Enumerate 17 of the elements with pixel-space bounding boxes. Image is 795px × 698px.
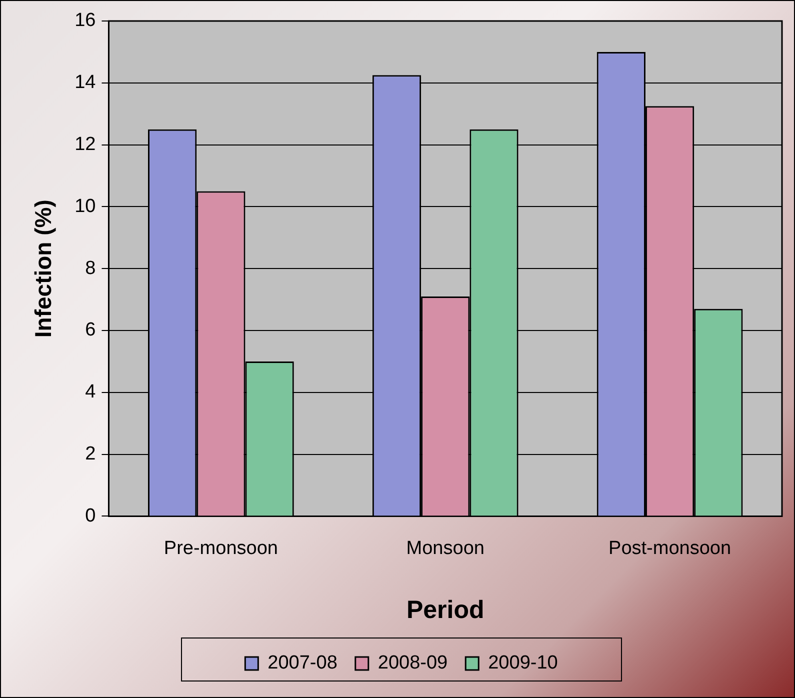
- legend-label: 2008-09: [378, 652, 448, 674]
- y-tick-label: 4: [85, 382, 96, 403]
- y-tick-label: 2: [85, 444, 96, 465]
- y-tick-label: 6: [85, 320, 96, 341]
- y-tick-label: 10: [74, 196, 96, 217]
- x-tick-label: Post-monsoon: [608, 538, 732, 559]
- y-tick-label: 14: [74, 72, 96, 94]
- x-tick-label: Pre-monsoon: [164, 538, 278, 559]
- y-tick-label: 0: [85, 505, 96, 526]
- y-tick-label: 8: [85, 258, 96, 279]
- y-tick-label: 12: [74, 134, 96, 156]
- x-tick-label: Monsoon: [406, 538, 484, 559]
- y-tick-label: 16: [74, 10, 96, 32]
- y-axis-title: Infection (%): [30, 200, 56, 338]
- x-axis-title: Period: [406, 596, 484, 624]
- legend-label: 2009-10: [488, 652, 558, 674]
- legend-label: 2007-08: [268, 652, 338, 674]
